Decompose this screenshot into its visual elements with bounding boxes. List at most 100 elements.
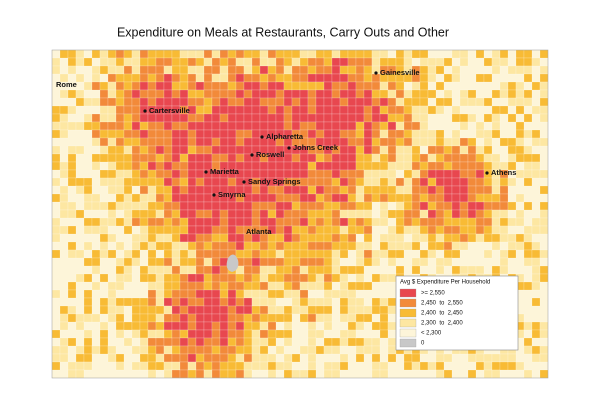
map-cell — [107, 113, 117, 123]
map-cell — [115, 193, 125, 203]
map-cell — [195, 73, 205, 83]
map-cell — [459, 201, 469, 211]
city-dot — [250, 153, 254, 157]
map-cell — [267, 249, 277, 259]
map-cell — [147, 353, 157, 363]
map-cell — [123, 73, 133, 83]
map-cell — [395, 129, 405, 139]
map-cell — [51, 161, 61, 171]
map-cell — [331, 169, 341, 179]
map-cell — [283, 329, 293, 339]
map-cell — [539, 217, 549, 227]
map-cell — [163, 129, 173, 139]
map-cell — [355, 105, 365, 115]
map-cell — [139, 185, 149, 195]
map-cell — [243, 97, 253, 107]
map-cell — [243, 345, 253, 355]
map-cell — [275, 97, 285, 107]
map-cell — [51, 345, 61, 355]
map-cell — [507, 361, 517, 371]
map-cell — [179, 257, 189, 267]
map-cell — [139, 49, 149, 59]
map-cell — [75, 57, 85, 67]
map-cell — [171, 201, 181, 211]
map-cell — [379, 193, 389, 203]
map-cell — [371, 97, 381, 107]
map-cell — [123, 337, 133, 347]
map-cell — [171, 289, 181, 299]
map-cell — [75, 273, 85, 283]
map-cell — [171, 265, 181, 275]
map-cell — [123, 225, 133, 235]
map-cell — [115, 73, 125, 83]
map-cell — [371, 321, 381, 331]
map-cell — [387, 185, 397, 195]
map-cell — [267, 297, 277, 307]
map-cell — [323, 337, 333, 347]
city-label: Cartersville — [149, 106, 190, 115]
map-cell — [91, 249, 101, 259]
map-cell — [195, 169, 205, 179]
map-cell — [155, 49, 165, 59]
map-cell — [211, 337, 221, 347]
map-cell — [227, 289, 237, 299]
map-cell — [187, 153, 197, 163]
map-cell — [123, 169, 133, 179]
map-cell — [379, 129, 389, 139]
map-cell — [275, 105, 285, 115]
map-cell — [83, 185, 93, 195]
legend-label: 0 — [421, 341, 425, 347]
map-cell — [131, 305, 141, 315]
map-cell — [499, 57, 509, 67]
map-cell — [499, 201, 509, 211]
map-cell — [59, 353, 69, 363]
map-cell — [427, 185, 437, 195]
map-cell — [171, 321, 181, 331]
map-cell — [195, 97, 205, 107]
map-cell — [283, 57, 293, 67]
map-cell — [195, 241, 205, 251]
map-cell — [211, 321, 221, 331]
map-cell — [307, 241, 317, 251]
map-cell — [523, 65, 533, 75]
map-cell — [323, 217, 333, 227]
map-cell — [91, 217, 101, 227]
map-cell — [259, 257, 269, 267]
map-cell — [83, 257, 93, 267]
map-cell — [123, 137, 133, 147]
map-cell — [363, 81, 373, 91]
map-cell — [187, 297, 197, 307]
map-cell — [523, 369, 533, 379]
map-cell — [347, 65, 357, 75]
map-cell — [323, 169, 333, 179]
map-cell — [51, 177, 61, 187]
map-cell — [195, 329, 205, 339]
map-cell — [91, 345, 101, 355]
map-cell — [435, 169, 445, 179]
map-cell — [451, 145, 461, 155]
map-cell — [251, 297, 261, 307]
map-cell — [155, 281, 165, 291]
map-cell — [267, 289, 277, 299]
map-cell — [323, 65, 333, 75]
map-cell — [83, 217, 93, 227]
map-cell — [379, 57, 389, 67]
map-cell — [339, 225, 349, 235]
map-cell — [299, 193, 309, 203]
map-cell — [147, 217, 157, 227]
map-cell — [291, 281, 301, 291]
map-cell — [403, 105, 413, 115]
map-cell — [499, 81, 509, 91]
map-cell — [147, 145, 157, 155]
map-cell — [299, 369, 309, 379]
map-cell — [259, 321, 269, 331]
map-cell — [219, 177, 229, 187]
map-cell — [307, 169, 317, 179]
map-cell — [195, 201, 205, 211]
map-cell — [203, 257, 213, 267]
map-cell — [155, 337, 165, 347]
map-cell — [163, 321, 173, 331]
map-cell — [251, 97, 261, 107]
map-cell — [275, 161, 285, 171]
map-cell — [147, 161, 157, 171]
